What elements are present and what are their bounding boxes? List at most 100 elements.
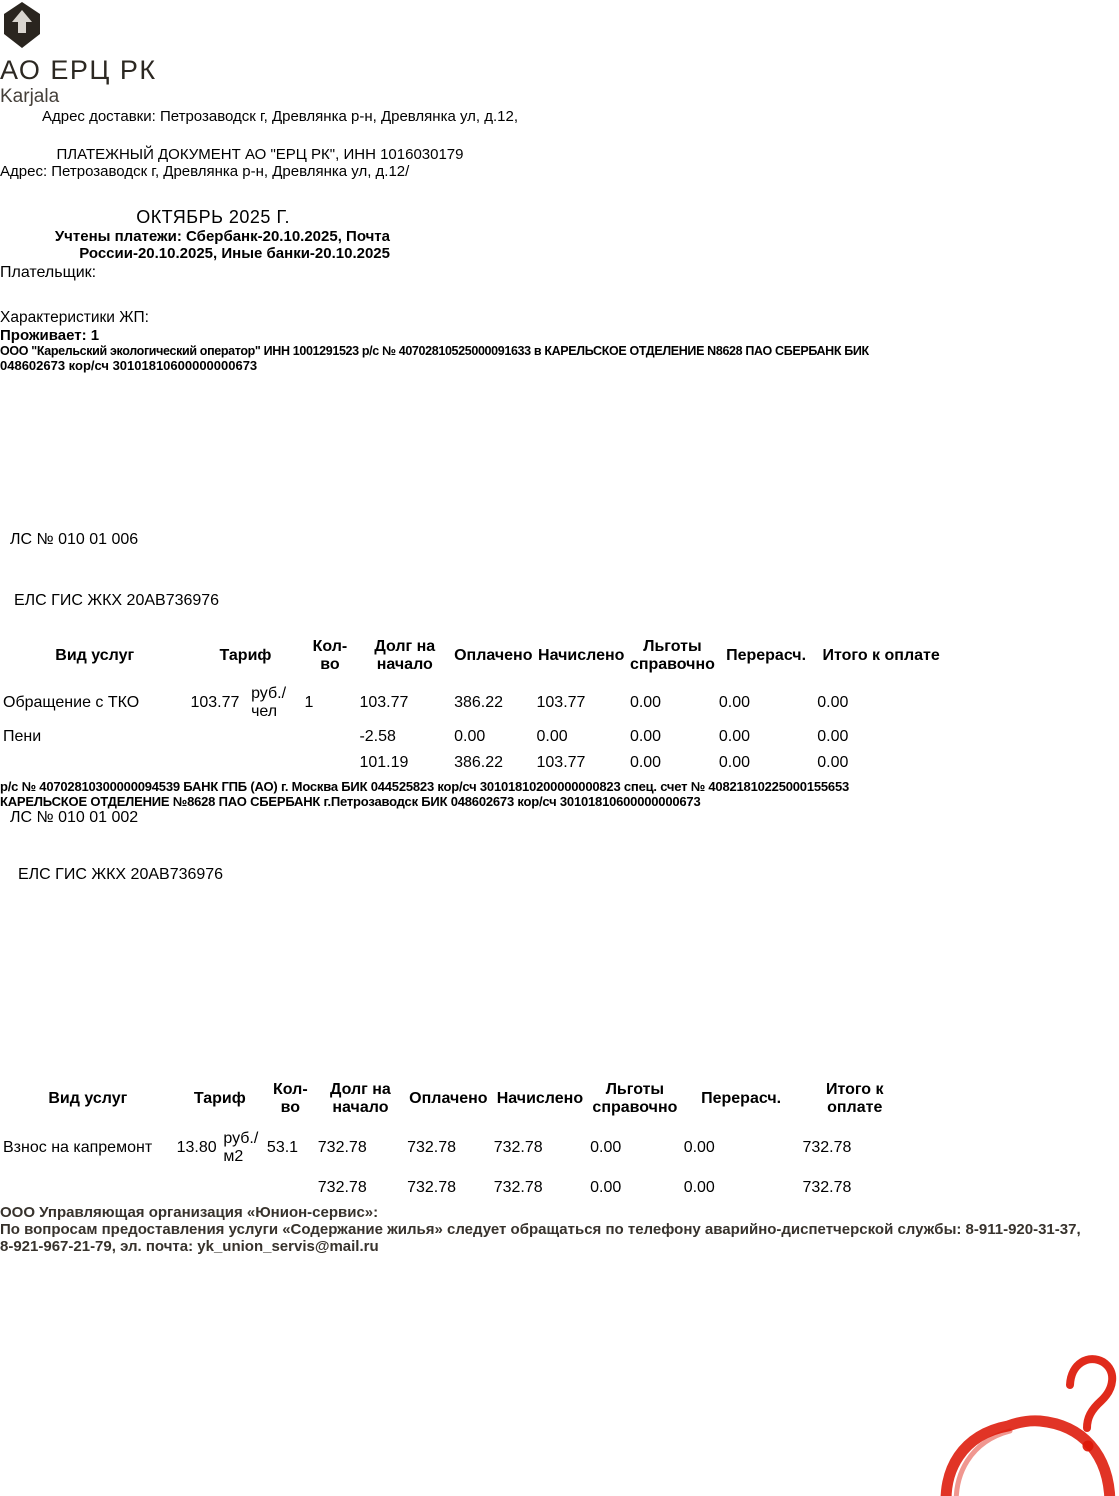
red-question-mark-dot <box>1082 1440 1094 1452</box>
redaction-patch-account-capremont <box>0 843 80 866</box>
cell-total: 0.00 <box>817 693 849 711</box>
cell-total-benefits: 0.00 <box>590 1178 622 1196</box>
red-question-mark-stroke <box>1066 1354 1117 1432</box>
col-header-benefits: Льготы справочно <box>629 637 715 673</box>
document-title: ПЛАТЕЖНЫЙ ДОКУМЕНТ АО "ЕРЦ РК", ИНН 1016… <box>56 146 464 163</box>
org-tagline: Karjala <box>0 86 60 107</box>
cell-empty <box>2 751 187 775</box>
table-row-tko: Обращение с ТКО 103.77 руб./чел 1 103.77… <box>2 683 946 723</box>
col-header-accrued: Начислено <box>538 646 625 664</box>
account-box-tko: ЛС № 010 01 006 <box>0 531 255 567</box>
cell-total-benefits: 0.00 <box>629 753 662 771</box>
cell-empty <box>222 1174 264 1202</box>
capremont-bank-line1: р/с № 40702810300000094539 БАНК ГПБ (АО)… <box>0 778 849 794</box>
cell-tariff: 13.80 <box>176 1138 217 1156</box>
col-header-service: Вид услуг <box>48 1089 128 1107</box>
table-totals-row: 732.78 732.78 732.78 0.00 0.00 732.78 <box>2 1174 908 1202</box>
els-number-capremont: ЕЛС ГИС ЖКХ 20АВ736976 <box>18 865 224 883</box>
cell-quantity: 1 <box>304 693 314 711</box>
address-line: Адрес: Петрозаводск г, Древлянка р-н, Др… <box>0 163 410 180</box>
cell-accrued: 732.78 <box>493 1138 543 1156</box>
delivery-address-line: Адрес доставки: Петрозаводск г, Древлянк… <box>41 108 519 125</box>
cell-benefits: 0.00 <box>590 1138 622 1156</box>
erc-logo-house-icon <box>4 2 40 48</box>
redaction-patch-delivery <box>0 125 132 146</box>
cell-total-paid: 386.22 <box>454 753 504 771</box>
col-header-service: Вид услуг <box>55 646 135 664</box>
col-header-paid: Оплачено <box>409 1089 488 1107</box>
cell-total: 0.00 <box>817 727 849 745</box>
payments-recorded-line2: России-20.10.2025, Иные банки-20.10.2025 <box>79 245 390 262</box>
cell-benefits: 0.00 <box>629 693 662 711</box>
tko-bank-line1: ООО "Карельский экологический оператор" … <box>0 343 869 358</box>
col-header-total: Итого к оплате <box>822 646 940 664</box>
red-pen-annotations: ? <box>940 1354 1117 1496</box>
cell-tariff: 103.77 <box>190 693 240 711</box>
cell-service: Пени <box>3 727 42 745</box>
table-totals-row: 101.19 386.22 103.77 0.00 0.00 0.00 <box>2 751 946 775</box>
capremont-bank-line2: КАРЕЛЬСКОЕ ОТДЕЛЕНИЕ №8628 ПАО СБЕРБАНК … <box>0 793 701 809</box>
col-header-quantity: Кол-во <box>273 1080 308 1116</box>
cell-service: Обращение с ТКО <box>3 693 140 711</box>
tko-bank-line2: 048602673 кор/сч 30101810600000000673 <box>0 357 258 373</box>
cell-quantity: 53.1 <box>266 1138 299 1156</box>
els-box-tko: ЕЛС ГИС ЖКХ 20АВ736976 <box>0 592 610 629</box>
cell-recalc: 0.00 <box>718 727 751 745</box>
col-header-debt: Долг на начало <box>374 637 436 673</box>
qr-code-tko <box>0 373 150 531</box>
els-box-capremont: ЕЛС ГИС ЖКХ 20АВ736976 <box>0 866 645 904</box>
col-header-accrued: Начислено <box>496 1089 584 1107</box>
col-header-quantity: Кол-во <box>312 637 348 673</box>
cell-empty <box>266 1174 315 1202</box>
col-header-tariff: Тариф <box>193 1089 246 1107</box>
cell-benefits: 0.00 <box>629 727 662 745</box>
cell-empty <box>2 1174 174 1202</box>
col-header-paid: Оплачено <box>454 646 533 664</box>
redaction-patch-account-tko <box>0 567 82 592</box>
col-header-recalc: Перерасч. <box>701 1089 782 1107</box>
table-row-peni: Пени -2.58 0.00 0.00 0.00 0.00 0.00 <box>2 725 946 749</box>
contact-info-line: По вопросам предоставления услуги «Содер… <box>0 1220 1081 1238</box>
cell-paid: 386.22 <box>454 693 504 711</box>
account-box-capremont: ЛС № 010 01 002 <box>0 809 250 843</box>
els-number-tko: ЕЛС ГИС ЖКХ 20АВ736976 <box>14 591 220 609</box>
payments-recorded-line1: Учтены платежи: Сбербанк-20.10.2025, Поч… <box>54 228 390 245</box>
billing-period: ОКТЯБРЬ 2025 Г. <box>136 207 290 227</box>
redaction-patch-payer <box>0 282 352 309</box>
cell-total-due: 732.78 <box>802 1178 852 1196</box>
management-org-line: ООО Управляющая организация «Юнион-серви… <box>0 1203 379 1221</box>
cell-paid: 732.78 <box>407 1138 457 1156</box>
redaction-bar-address <box>0 180 166 207</box>
cell-debt: 732.78 <box>317 1138 367 1156</box>
table-row-capremont: Взнос на капремонт 13.80 руб./м2 53.1 73… <box>2 1124 908 1172</box>
cell-total-debt: 101.19 <box>359 753 409 771</box>
cell-total-due: 0.00 <box>817 753 849 771</box>
cell-unit: руб./чел <box>251 684 287 720</box>
cell-total-paid: 732.78 <box>407 1178 457 1196</box>
cell-accrued: 103.77 <box>536 693 586 711</box>
col-header-recalc: Перерасч. <box>726 646 807 664</box>
col-header-benefits: Льготы справочно <box>592 1080 678 1116</box>
cell-total-recalc: 0.00 <box>683 1178 715 1196</box>
housing-label: Характеристики ЖП: <box>0 308 149 326</box>
cell-unit <box>250 725 301 749</box>
cell-debt-peni: -2.58 <box>359 727 396 745</box>
cell-quantity <box>303 725 356 749</box>
cell-total-accrued: 103.77 <box>536 753 586 771</box>
cell-empty <box>176 1174 221 1202</box>
payer-label: Плательщик: <box>0 263 97 281</box>
org-name: АО ЕРЦ РК <box>0 55 157 85</box>
col-header-tariff: Тариф <box>219 646 272 664</box>
cell-empty <box>250 751 301 775</box>
contact-email-line: 8-921-967-21-79, эл. почта: yk_union_ser… <box>0 1237 379 1255</box>
cell-debt: 103.77 <box>359 693 409 711</box>
cell-total-recalc: 0.00 <box>718 753 751 771</box>
cell-total-accrued: 732.78 <box>493 1178 543 1196</box>
cell-service: Взнос на капремонт <box>3 1138 153 1156</box>
account-number-capremont: ЛС № 010 01 002 <box>10 808 139 826</box>
col-header-total: Итого к оплате <box>825 1080 884 1116</box>
cell-recalc: 0.00 <box>718 693 751 711</box>
cell-empty <box>303 751 356 775</box>
